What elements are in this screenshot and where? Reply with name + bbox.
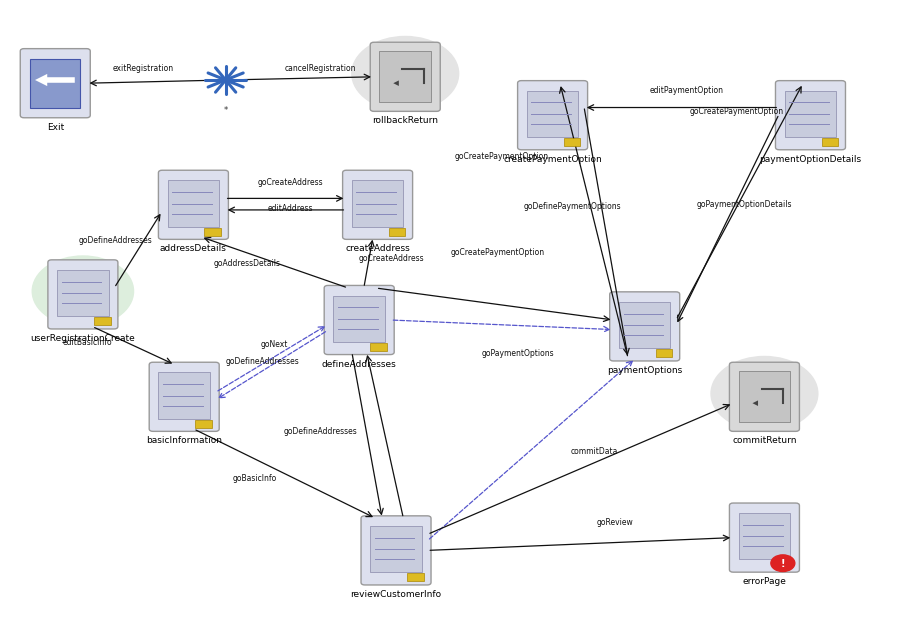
Circle shape — [352, 36, 459, 111]
FancyBboxPatch shape — [158, 170, 228, 239]
FancyBboxPatch shape — [48, 260, 118, 329]
FancyBboxPatch shape — [204, 228, 221, 236]
Text: goCreateAddress: goCreateAddress — [257, 178, 323, 187]
FancyBboxPatch shape — [352, 180, 403, 227]
Text: paymentOptionDetails: paymentOptionDetails — [760, 155, 861, 164]
FancyBboxPatch shape — [389, 228, 405, 236]
FancyBboxPatch shape — [822, 138, 838, 146]
FancyBboxPatch shape — [619, 302, 670, 348]
FancyBboxPatch shape — [656, 349, 672, 357]
FancyBboxPatch shape — [564, 138, 580, 146]
FancyBboxPatch shape — [149, 362, 219, 431]
FancyBboxPatch shape — [324, 285, 394, 355]
Text: goBasicInfo: goBasicInfo — [233, 474, 277, 483]
FancyBboxPatch shape — [20, 49, 90, 118]
Text: userRegistrationCreate: userRegistrationCreate — [30, 334, 135, 343]
Text: *: * — [224, 106, 227, 115]
Text: editBasicInfo: editBasicInfo — [63, 338, 112, 347]
Text: basicInformation: basicInformation — [146, 436, 222, 445]
Text: goDefineAddresses: goDefineAddresses — [284, 428, 357, 436]
FancyBboxPatch shape — [361, 516, 431, 585]
FancyBboxPatch shape — [729, 503, 799, 572]
FancyBboxPatch shape — [407, 573, 424, 581]
Text: goPaymentOptions: goPaymentOptions — [482, 349, 554, 358]
FancyBboxPatch shape — [333, 296, 385, 342]
Circle shape — [771, 555, 795, 572]
Circle shape — [711, 356, 818, 431]
Text: rollbackReturn: rollbackReturn — [372, 116, 438, 125]
FancyBboxPatch shape — [739, 371, 790, 422]
FancyBboxPatch shape — [775, 81, 845, 150]
Text: goCreateAddress: goCreateAddress — [358, 254, 425, 263]
FancyBboxPatch shape — [729, 362, 799, 431]
Text: cancelRegistration: cancelRegistration — [285, 64, 356, 73]
FancyBboxPatch shape — [379, 51, 431, 102]
FancyBboxPatch shape — [343, 170, 413, 239]
FancyBboxPatch shape — [168, 180, 219, 227]
Text: goCreatePaymentOption: goCreatePaymentOption — [450, 248, 544, 257]
FancyBboxPatch shape — [785, 91, 836, 137]
FancyBboxPatch shape — [610, 292, 680, 361]
Text: exitRegistration: exitRegistration — [112, 64, 173, 73]
FancyBboxPatch shape — [57, 270, 109, 316]
FancyBboxPatch shape — [370, 343, 387, 351]
Text: goDefinePaymentOptions: goDefinePaymentOptions — [524, 202, 622, 211]
FancyBboxPatch shape — [94, 317, 111, 325]
Text: createPaymentOption: createPaymentOption — [503, 155, 602, 164]
Text: goDefineAddresses: goDefineAddresses — [78, 236, 152, 244]
Text: editAddress: editAddress — [267, 204, 313, 212]
Text: goReview: goReview — [597, 518, 634, 527]
Text: reviewCustomerInfo: reviewCustomerInfo — [351, 590, 441, 599]
Text: goDefineAddresses: goDefineAddresses — [226, 357, 299, 366]
Text: defineAddresses: defineAddresses — [321, 360, 397, 369]
Text: goAddressDetails: goAddressDetails — [214, 259, 280, 268]
Text: !: ! — [781, 559, 785, 569]
FancyBboxPatch shape — [30, 59, 80, 108]
Text: addressDetails: addressDetails — [160, 244, 227, 253]
Text: createAddress: createAddress — [345, 244, 410, 253]
Text: goCreatePaymentOption: goCreatePaymentOption — [455, 152, 549, 161]
Text: goPaymentOptionDetails: goPaymentOptionDetails — [696, 200, 792, 209]
Circle shape — [32, 256, 134, 326]
FancyBboxPatch shape — [518, 81, 588, 150]
FancyBboxPatch shape — [739, 513, 790, 559]
Text: goCreatePaymentOption: goCreatePaymentOption — [690, 107, 784, 116]
FancyBboxPatch shape — [158, 372, 210, 419]
Text: editPaymentOption: editPaymentOption — [650, 86, 724, 95]
Text: commitReturn: commitReturn — [732, 436, 797, 445]
Text: Exit: Exit — [47, 123, 64, 132]
Text: errorPage: errorPage — [742, 577, 787, 586]
Text: commitData: commitData — [570, 447, 618, 456]
FancyBboxPatch shape — [195, 420, 212, 428]
FancyBboxPatch shape — [370, 42, 440, 111]
FancyBboxPatch shape — [527, 91, 578, 137]
Text: goNext: goNext — [261, 340, 288, 349]
FancyBboxPatch shape — [370, 526, 422, 572]
Text: paymentOptions: paymentOptions — [607, 366, 682, 375]
